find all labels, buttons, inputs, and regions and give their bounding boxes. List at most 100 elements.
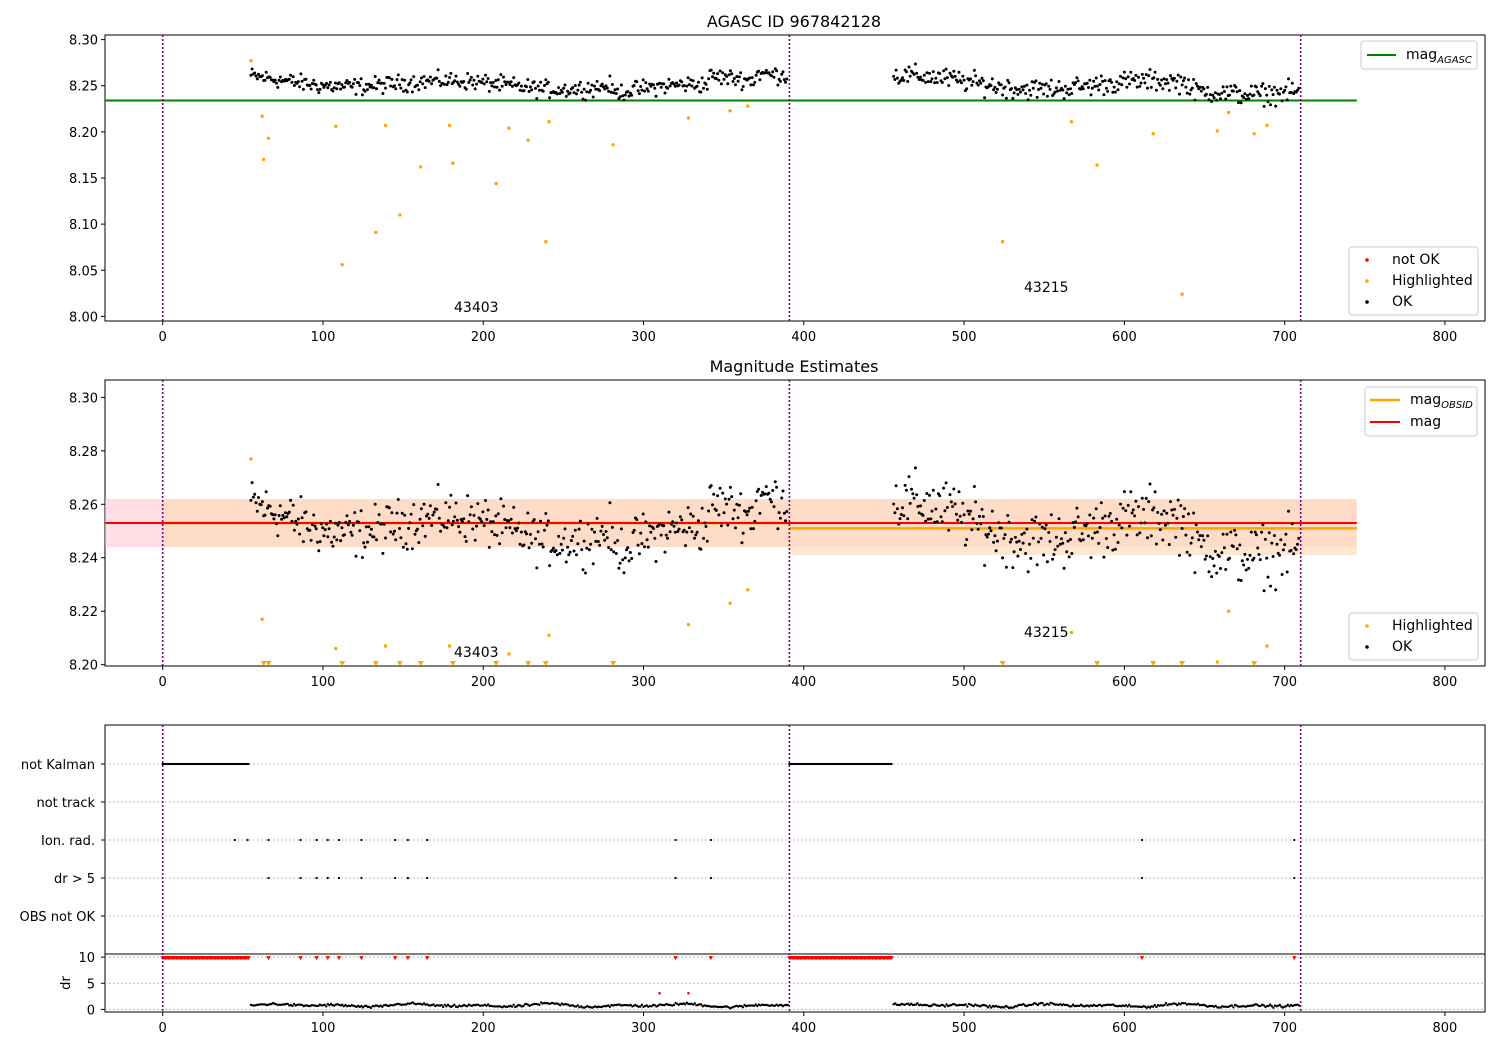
ok-point: [659, 85, 663, 89]
ok-point: [1069, 538, 1072, 541]
ok-point: [322, 534, 326, 538]
ok-point: [721, 71, 725, 75]
ok-point: [1092, 79, 1096, 83]
ok-point: [784, 80, 787, 84]
highlighted-point: [507, 126, 511, 130]
highlighted-point: [526, 138, 530, 142]
ok-point: [512, 505, 516, 509]
ok-point: [981, 515, 985, 518]
ok-point: [1193, 98, 1197, 102]
ok-point: [389, 530, 393, 534]
ok-point: [475, 524, 478, 528]
ok-point: [1110, 519, 1114, 523]
ok-point: [1133, 79, 1137, 82]
ok-point: [938, 494, 942, 498]
ok-point: [1037, 540, 1040, 544]
ok-point: [1008, 540, 1012, 544]
ok-point: [281, 513, 285, 517]
ok-point: [1222, 90, 1226, 93]
ok-point: [499, 73, 503, 77]
ok-point: [566, 89, 570, 93]
ok-point: [622, 571, 626, 575]
highlighted-clipped-marker: [542, 661, 549, 666]
ok-point: [471, 527, 475, 531]
ytick-label: 8.22: [69, 605, 98, 620]
ok-point: [517, 81, 521, 85]
ok-point: [489, 81, 493, 85]
ok-point: [451, 519, 455, 523]
ok-point: [1280, 99, 1284, 103]
ok-point: [264, 70, 268, 74]
ok-point: [273, 78, 277, 82]
ok-point: [726, 523, 730, 527]
ytick-label: 8.05: [69, 264, 98, 279]
ok-point: [431, 513, 435, 517]
ytick-label: 8.20: [69, 659, 98, 674]
ok-point: [1021, 541, 1025, 545]
ok-point: [686, 76, 690, 80]
ok-point: [1149, 85, 1153, 89]
ok-point: [575, 553, 578, 557]
ok-point: [696, 519, 700, 523]
ok-point: [268, 504, 272, 508]
dr-point: [916, 1002, 919, 1005]
ok-point: [1063, 531, 1067, 535]
ok-point: [593, 84, 596, 88]
ok-point: [1004, 565, 1008, 569]
ok-point: [1167, 88, 1171, 92]
ok-point: [254, 74, 258, 78]
ok-point: [387, 76, 391, 80]
ok-point: [1166, 81, 1170, 85]
ok-point: [1025, 527, 1029, 531]
ok-point: [1067, 555, 1071, 559]
ok-point: [393, 529, 396, 533]
dr-clipped-marker: [673, 956, 678, 961]
ok-point: [1184, 533, 1188, 537]
ok-point: [319, 522, 323, 526]
ok-point: [1163, 82, 1167, 86]
ok-point: [534, 86, 537, 90]
ok-point: [485, 80, 489, 84]
ok-point: [502, 75, 505, 79]
ok-point: [450, 523, 454, 527]
ok-point: [1207, 98, 1211, 102]
ok-point: [535, 566, 539, 570]
ok-point: [978, 79, 981, 83]
ok-point: [1021, 88, 1025, 92]
flag-point: [299, 876, 302, 880]
ok-point: [603, 538, 607, 542]
ok-point: [645, 538, 649, 542]
ok-point: [1229, 530, 1233, 534]
ok-point: [527, 90, 531, 93]
ok-point: [1135, 85, 1139, 89]
ok-point: [554, 549, 558, 552]
dr-point: [700, 1003, 703, 1006]
ok-point: [1001, 93, 1005, 97]
ok-point: [1106, 89, 1110, 93]
legend-frame: [1360, 40, 1478, 70]
ok-point: [626, 546, 630, 550]
dr-point: [1179, 1003, 1182, 1006]
ok-point: [1148, 68, 1152, 71]
ok-point: [1040, 525, 1044, 529]
ok-point: [666, 86, 670, 90]
ok-point: [1125, 533, 1129, 537]
ok-point: [985, 535, 989, 539]
ok-point: [1228, 93, 1231, 97]
ok-point: [929, 80, 933, 84]
ok-point: [375, 87, 378, 91]
ok-point: [945, 76, 949, 80]
ok-point: [1278, 92, 1281, 96]
ok-point: [1244, 568, 1248, 572]
ok-point: [273, 513, 277, 517]
ok-point: [617, 566, 621, 570]
ok-point: [525, 85, 528, 89]
ok-point: [687, 526, 691, 530]
dr-point: [786, 1003, 789, 1007]
dr-point: [1126, 1005, 1129, 1008]
dr-point: [1285, 1004, 1288, 1008]
ok-point: [405, 547, 409, 551]
ok-point: [1049, 78, 1053, 82]
ok-point: [1225, 85, 1229, 89]
ok-point: [983, 564, 987, 567]
